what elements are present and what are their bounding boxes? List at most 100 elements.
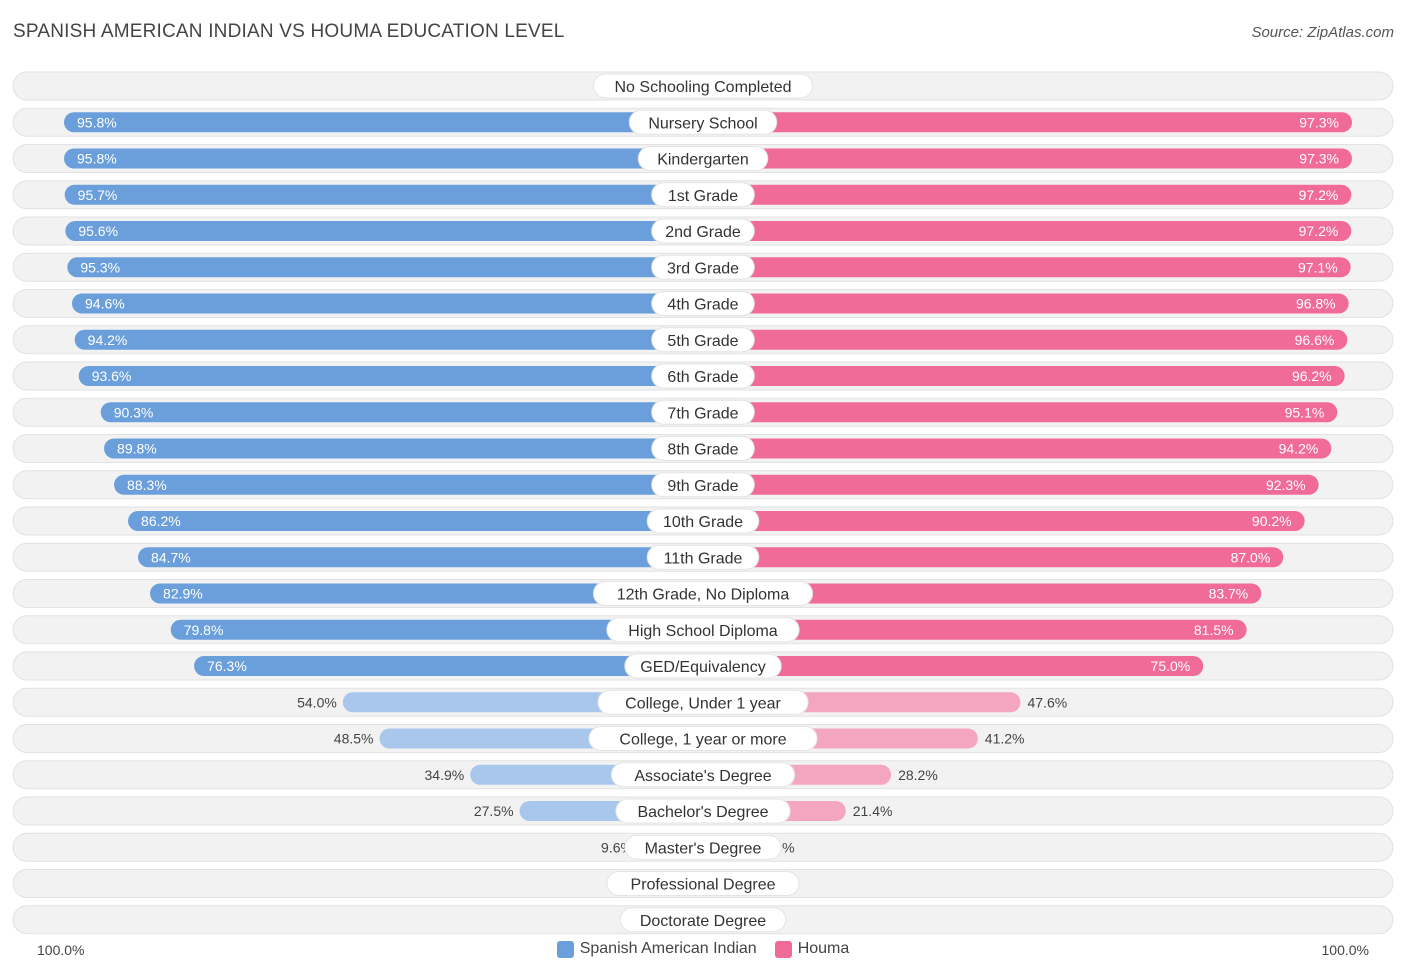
value-label-houma: 47.6% bbox=[1027, 694, 1067, 710]
bar-houma bbox=[703, 547, 1284, 568]
value-label-spanish-american-indian: 82.9% bbox=[163, 586, 203, 602]
bar-houma bbox=[703, 112, 1352, 133]
category-label: 12th Grade, No Diploma bbox=[617, 587, 790, 604]
value-label-houma: 96.2% bbox=[1292, 368, 1332, 384]
category-label: College, Under 1 year bbox=[625, 695, 781, 712]
category-label-background bbox=[606, 617, 800, 643]
bar-houma bbox=[703, 656, 1204, 676]
legend-label: Spanish American Indian bbox=[579, 940, 757, 957]
value-label-houma: 21.4% bbox=[853, 803, 893, 819]
category-label-background bbox=[624, 834, 782, 860]
bar-spanish-american-indian bbox=[67, 257, 703, 278]
category-label: Doctorate Degree bbox=[640, 913, 766, 930]
bar-spanish-american-indian bbox=[64, 112, 704, 133]
chart-title: SPANISH AMERICAN INDIAN VS HOUMA EDUCATI… bbox=[13, 21, 565, 42]
bar-spanish-american-indian bbox=[194, 656, 704, 676]
bar-spanish-american-indian bbox=[74, 329, 704, 350]
bar-spanish-american-indian bbox=[138, 547, 703, 568]
bar-houma bbox=[703, 184, 1352, 205]
category-label-background bbox=[637, 146, 769, 171]
category-label: 7th Grade bbox=[667, 405, 738, 422]
source-label: Source: ZipAtlas.com bbox=[1251, 24, 1394, 41]
legend: Spanish American Indian Houma bbox=[0, 940, 1406, 958]
category-label-background bbox=[597, 689, 809, 715]
category-label-background bbox=[651, 254, 755, 280]
value-label-houma: 41.2% bbox=[985, 731, 1025, 747]
value-label-spanish-american-indian: 88.3% bbox=[127, 477, 167, 493]
value-label-spanish-american-indian: 94.2% bbox=[88, 332, 128, 348]
category-label-background bbox=[651, 291, 755, 316]
value-label-houma: 81.5% bbox=[1194, 622, 1234, 638]
category-label: Kindergarten bbox=[657, 152, 749, 169]
value-label-spanish-american-indian: 95.6% bbox=[78, 223, 118, 239]
value-label-spanish-american-indian: 84.7% bbox=[151, 549, 191, 565]
category-label-background bbox=[592, 581, 814, 606]
bar-houma bbox=[703, 148, 1352, 169]
category-label-background bbox=[651, 182, 755, 208]
value-label-houma: 97.2% bbox=[1299, 187, 1339, 203]
bar-spanish-american-indian bbox=[65, 221, 703, 241]
category-label: 1st Grade bbox=[668, 188, 738, 205]
legend-swatch-spanish-american-indian bbox=[556, 940, 574, 958]
legend-item-spanish-american-indian: Spanish American Indian bbox=[556, 940, 757, 958]
value-label-houma: 97.3% bbox=[1299, 114, 1339, 130]
value-label-houma: 92.3% bbox=[1266, 477, 1306, 493]
category-label: 11th Grade bbox=[664, 550, 743, 567]
category-label-background bbox=[651, 327, 755, 353]
category-label-background bbox=[615, 798, 791, 824]
category-label: Associate's Degree bbox=[634, 768, 771, 785]
value-label-houma: 97.3% bbox=[1299, 151, 1339, 167]
value-label-houma: 83.7% bbox=[1209, 586, 1249, 602]
category-label-background bbox=[646, 508, 760, 534]
category-label-background bbox=[651, 436, 755, 461]
category-label: Master's Degree bbox=[645, 840, 762, 857]
bar-spanish-american-indian bbox=[64, 184, 703, 205]
value-label-spanish-american-indian: 86.2% bbox=[141, 513, 181, 529]
bar-spanish-american-indian bbox=[78, 366, 704, 386]
category-label-background bbox=[651, 399, 755, 425]
value-label-spanish-american-indian: 95.7% bbox=[78, 187, 118, 203]
value-label-spanish-american-indian: 76.3% bbox=[207, 658, 247, 674]
value-label-houma: 94.2% bbox=[1279, 441, 1319, 457]
value-label-spanish-american-indian: 48.5% bbox=[334, 731, 374, 747]
category-label: High School Diploma bbox=[628, 623, 778, 640]
legend-swatch-houma bbox=[774, 940, 792, 958]
value-label-spanish-american-indian: 79.8% bbox=[184, 622, 224, 638]
category-label: 4th Grade bbox=[667, 297, 738, 314]
bar-houma bbox=[703, 257, 1351, 278]
value-label-houma: 97.2% bbox=[1299, 223, 1339, 239]
bar-houma bbox=[703, 438, 1332, 459]
value-label-houma: 97.1% bbox=[1298, 259, 1338, 275]
category-label-background bbox=[651, 472, 755, 498]
bar-houma bbox=[703, 511, 1305, 531]
legend-item-houma: Houma bbox=[774, 940, 849, 958]
value-label-spanish-american-indian: 90.3% bbox=[114, 404, 154, 420]
value-label-houma: 96.8% bbox=[1296, 296, 1336, 312]
bar-houma bbox=[703, 583, 1262, 604]
value-label-spanish-american-indian: 34.9% bbox=[425, 767, 465, 783]
category-label: No Schooling Completed bbox=[615, 79, 792, 96]
bar-spanish-american-indian bbox=[114, 474, 703, 495]
bar-spanish-american-indian bbox=[64, 148, 704, 169]
value-label-spanish-american-indian: 95.8% bbox=[77, 114, 117, 130]
value-label-spanish-american-indian: 27.5% bbox=[474, 803, 514, 819]
category-label-background bbox=[592, 73, 814, 99]
value-label-spanish-american-indian: 54.0% bbox=[297, 694, 337, 710]
value-label-spanish-american-indian: 93.6% bbox=[92, 368, 132, 384]
bar-spanish-american-indian bbox=[150, 583, 703, 604]
category-label: College, 1 year or more bbox=[619, 732, 786, 749]
category-label: Bachelor's Degree bbox=[637, 804, 768, 821]
axis-right-label: 100.0% bbox=[1321, 942, 1369, 958]
bar-spanish-american-indian bbox=[100, 402, 704, 423]
bar-houma bbox=[703, 329, 1348, 350]
category-label-background bbox=[624, 653, 782, 679]
bar-houma bbox=[703, 474, 1319, 495]
axis-left-label: 100.0% bbox=[37, 942, 85, 958]
category-label: 9th Grade bbox=[667, 478, 738, 495]
category-label: 5th Grade bbox=[667, 333, 738, 350]
value-label-spanish-american-indian: 95.8% bbox=[77, 151, 117, 167]
category-label-background bbox=[610, 762, 796, 788]
category-label-background bbox=[651, 218, 755, 244]
category-label-background bbox=[619, 907, 787, 933]
